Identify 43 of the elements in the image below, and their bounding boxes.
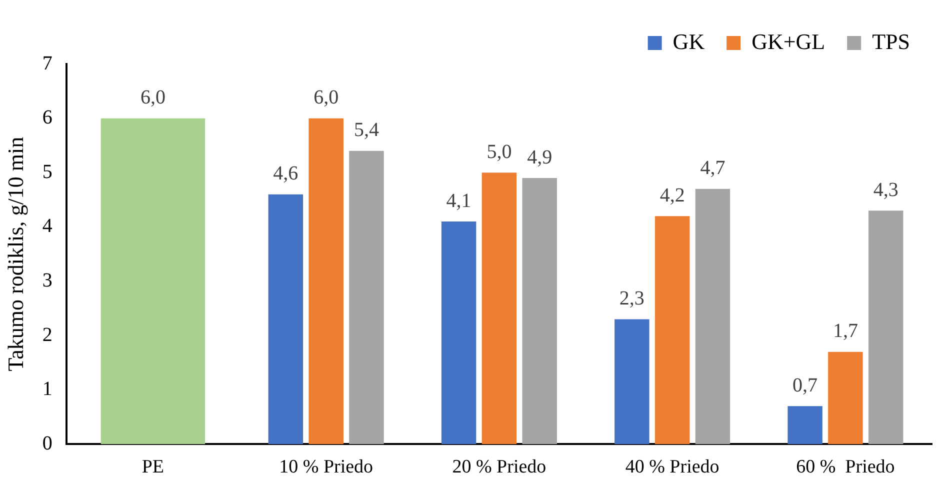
bar xyxy=(654,216,690,444)
data-label: 6,0 xyxy=(314,86,339,109)
legend-label: GK+GL xyxy=(752,28,826,54)
data-label: 4,1 xyxy=(446,190,472,212)
legend-label: TPS xyxy=(872,28,910,54)
y-tick-label: 4 xyxy=(42,215,52,238)
x-tick-label: 60 % Priedo xyxy=(796,456,895,478)
bar xyxy=(349,150,384,444)
y-tick-label: 6 xyxy=(42,106,52,129)
x-tick-label: PE xyxy=(142,456,164,478)
bar xyxy=(100,118,206,444)
bar xyxy=(308,118,344,444)
bar xyxy=(268,194,304,444)
x-tick-label: 40 % Priedo xyxy=(625,456,720,478)
data-label: 0,7 xyxy=(792,374,818,396)
bar xyxy=(695,188,730,444)
bar xyxy=(828,352,863,444)
bar xyxy=(441,222,476,444)
x-tick-label: 20 % Priedo xyxy=(452,456,546,478)
data-label: 4,7 xyxy=(700,157,726,180)
bar xyxy=(522,178,557,444)
data-label: 6,0 xyxy=(140,86,166,109)
data-label: 5,4 xyxy=(354,119,379,142)
bar xyxy=(788,406,822,444)
bar xyxy=(614,319,650,444)
y-tick-label: 1 xyxy=(42,378,52,400)
x-tick-label: 10 % Priedo xyxy=(279,456,374,478)
data-label: 4,3 xyxy=(873,178,898,201)
data-label: 5,0 xyxy=(486,140,512,163)
bar xyxy=(868,210,904,444)
data-label: 4,6 xyxy=(273,162,298,185)
data-label: 4,9 xyxy=(527,146,552,168)
y-tick-label: 5 xyxy=(42,160,52,183)
y-axis-title: Takumo rodiklis, g/10 min xyxy=(2,136,28,372)
legend-label: GK xyxy=(672,28,705,54)
data-label: 4,2 xyxy=(660,184,685,206)
y-tick-label: 7 xyxy=(42,52,52,74)
data-label: 2,3 xyxy=(619,288,644,310)
bar xyxy=(482,172,517,444)
data-label: 1,7 xyxy=(832,320,858,342)
y-tick-label: 3 xyxy=(42,270,52,292)
y-tick-label: 2 xyxy=(42,324,52,346)
y-tick-label: 0 xyxy=(42,432,52,454)
